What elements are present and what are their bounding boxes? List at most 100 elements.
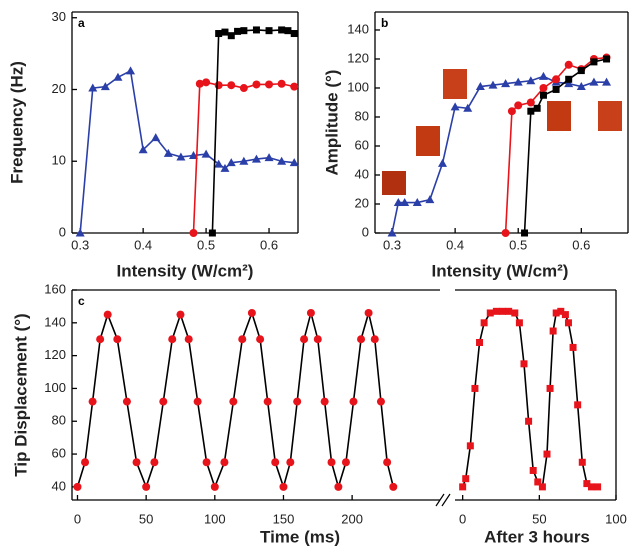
- marker: [543, 450, 551, 458]
- marker: [151, 133, 161, 142]
- marker: [113, 72, 123, 81]
- marker: [507, 107, 516, 116]
- marker: [286, 458, 295, 467]
- marker: [486, 309, 494, 317]
- marker: [577, 67, 585, 75]
- marker: [220, 163, 230, 172]
- marker: [208, 229, 216, 237]
- marker: [463, 103, 473, 112]
- marker: [564, 79, 574, 88]
- marker: [221, 28, 229, 36]
- marker: [590, 58, 598, 66]
- marker: [126, 66, 136, 75]
- marker: [263, 397, 272, 406]
- marker: [520, 360, 528, 368]
- marker: [539, 83, 548, 92]
- x-tick-label: 50: [532, 511, 546, 526]
- x-tick-label: 0.5: [509, 237, 527, 252]
- inset-image: [443, 69, 467, 99]
- x-tick-label: 200: [341, 511, 363, 526]
- marker: [142, 482, 151, 491]
- marker: [533, 104, 541, 112]
- x-tick-label: 0: [459, 511, 466, 526]
- y-axis-label: Tip Displacement (°): [11, 313, 30, 476]
- series-line: [461, 310, 598, 489]
- marker: [227, 32, 235, 40]
- insets: [382, 69, 622, 195]
- marker: [277, 156, 287, 165]
- marker: [279, 482, 288, 491]
- y-tick-label: 100: [347, 79, 369, 94]
- marker: [511, 309, 519, 317]
- marker: [393, 198, 403, 207]
- marker: [569, 343, 577, 351]
- panel-label: c: [78, 294, 85, 308]
- x-tick-label: 0.3: [71, 237, 89, 252]
- marker: [364, 308, 373, 317]
- marker: [256, 335, 265, 344]
- marker: [81, 458, 90, 467]
- marker: [538, 71, 548, 80]
- marker: [475, 82, 485, 91]
- x-tick-label: 150: [273, 511, 295, 526]
- marker: [202, 78, 211, 87]
- inset-image: [382, 171, 406, 195]
- y-tick-label: 160: [44, 281, 66, 296]
- marker: [271, 458, 280, 467]
- marker: [306, 308, 315, 317]
- marker: [387, 228, 397, 237]
- marker: [549, 327, 557, 335]
- marker: [313, 335, 322, 344]
- marker: [252, 80, 261, 89]
- x-axis-label: Intensity (W/cm²): [117, 261, 254, 280]
- marker: [425, 195, 435, 204]
- marker: [534, 478, 542, 486]
- marker: [552, 75, 561, 84]
- y-tick-label: 60: [355, 137, 369, 152]
- marker: [564, 60, 573, 69]
- marker: [176, 152, 186, 161]
- marker: [293, 397, 302, 406]
- marker: [100, 82, 110, 91]
- marker: [370, 335, 379, 344]
- x-axis-label: Intensity (W/cm²): [432, 261, 569, 280]
- marker: [75, 228, 85, 237]
- marker: [193, 397, 202, 406]
- marker: [583, 480, 591, 488]
- series-line: [79, 69, 295, 234]
- y-tick-label: 140: [44, 314, 66, 329]
- marker: [138, 145, 148, 154]
- x-tick-label: 100: [605, 511, 627, 526]
- marker: [587, 483, 595, 491]
- marker: [349, 397, 358, 406]
- marker: [459, 483, 467, 491]
- marker: [214, 159, 224, 168]
- marker: [539, 91, 547, 99]
- y-tick-label: 20: [52, 81, 66, 96]
- marker: [438, 158, 448, 167]
- series-line: [211, 29, 295, 234]
- marker: [247, 308, 256, 317]
- inset-image: [598, 101, 622, 131]
- y-tick-label: 20: [355, 195, 369, 210]
- marker: [320, 397, 329, 406]
- marker: [239, 156, 249, 165]
- y-tick-label: 60: [52, 446, 66, 461]
- marker: [150, 458, 159, 467]
- y-tick-label: 80: [355, 108, 369, 123]
- marker: [290, 82, 299, 91]
- marker: [195, 79, 204, 88]
- y-tick-label: 120: [44, 347, 66, 362]
- marker: [357, 335, 366, 344]
- y-tick-label: 100: [44, 380, 66, 395]
- marker: [229, 397, 238, 406]
- marker: [574, 401, 582, 409]
- marker: [471, 384, 479, 392]
- y-tick-label: 80: [52, 413, 66, 428]
- marker: [561, 311, 569, 319]
- x-tick-label: 0.4: [134, 237, 152, 252]
- marker: [476, 339, 484, 346]
- marker: [526, 98, 535, 107]
- series-line: [504, 56, 607, 234]
- x-tick-label: 0.5: [197, 237, 215, 252]
